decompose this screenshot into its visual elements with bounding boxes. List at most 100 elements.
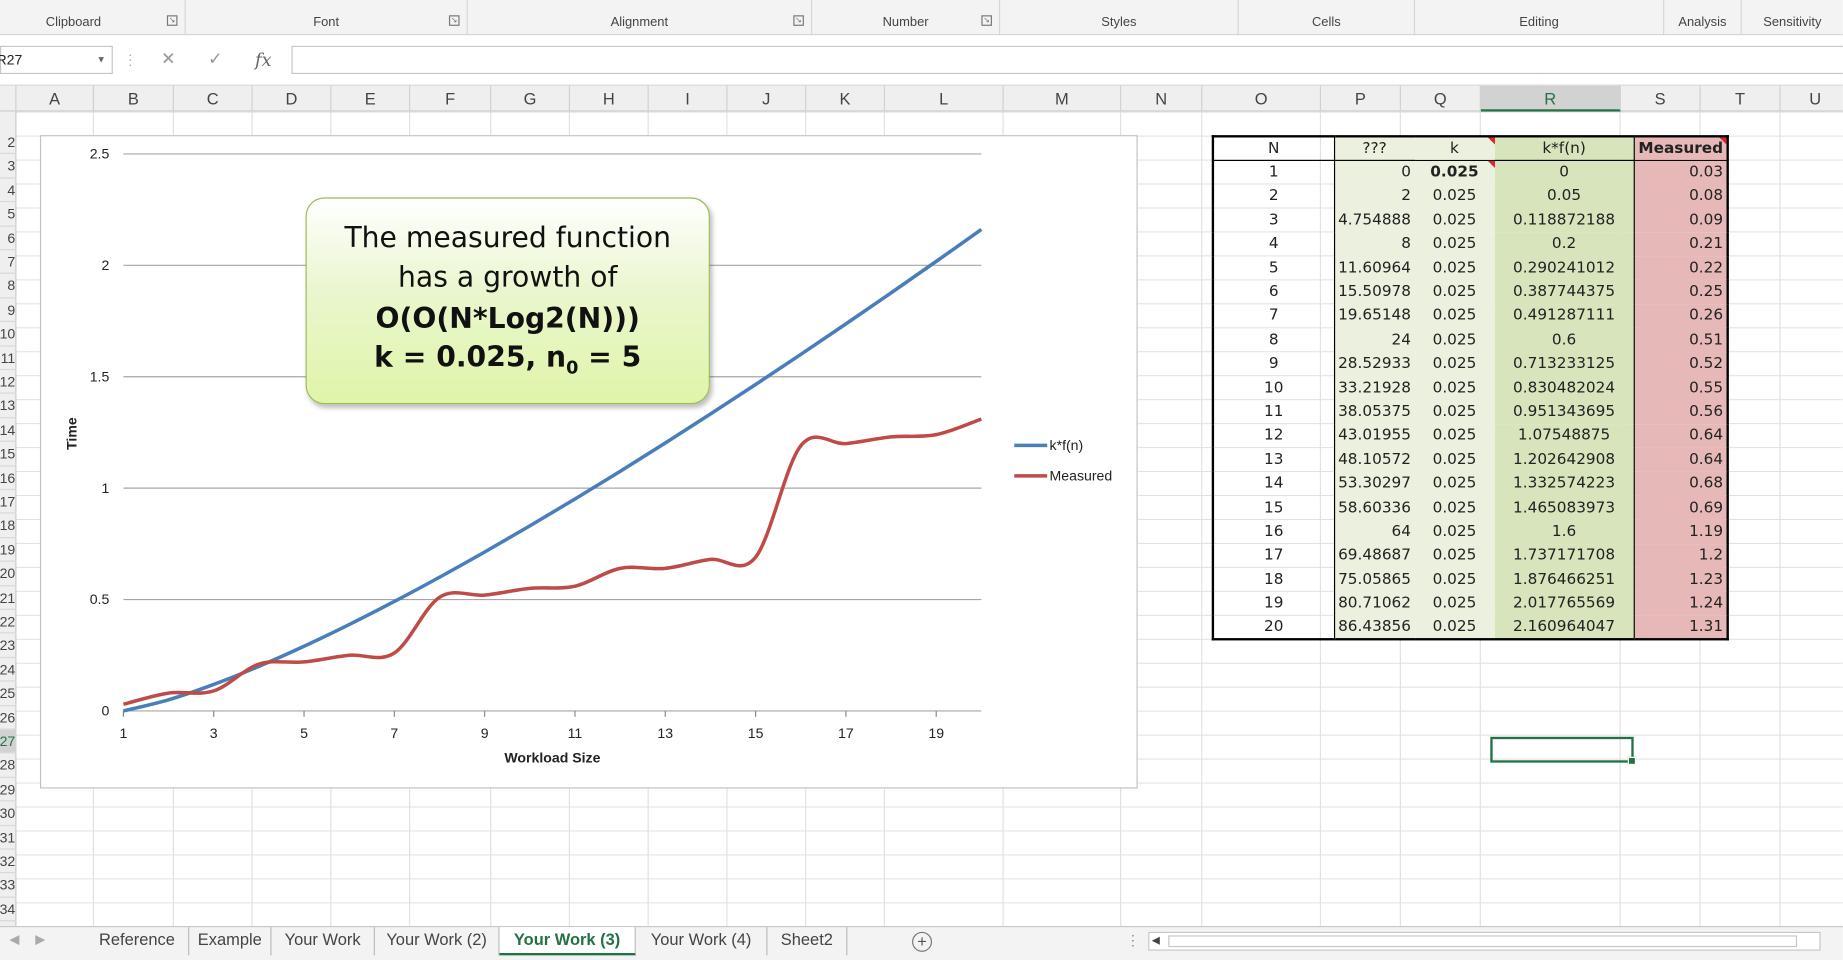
table-cell[interactable]: 1.23 — [1634, 567, 1729, 592]
row-header-20[interactable]: 20 — [0, 562, 17, 586]
table-cell[interactable]: 0.51 — [1634, 327, 1729, 352]
column-header-K[interactable]: K — [806, 85, 886, 112]
ribbon-group-analysis[interactable]: Analysis — [1664, 0, 1742, 36]
row-header-10[interactable]: 10 — [0, 322, 17, 347]
table-cell[interactable]: 1.31 — [1634, 615, 1729, 641]
table-cell[interactable]: 43.01955 — [1333, 423, 1415, 448]
sheet-tab[interactable]: Your Work (4) — [636, 927, 768, 956]
table-cell[interactable]: 0.491287111 — [1494, 304, 1635, 328]
column-header-A[interactable]: A — [16, 85, 95, 112]
column-header-R[interactable]: R — [1480, 85, 1621, 112]
table-cell[interactable]: 69.48687 — [1333, 543, 1415, 568]
table-cell[interactable]: 0.025 — [1414, 256, 1495, 281]
row-header-33[interactable]: 33 — [0, 874, 17, 898]
ribbon-group-sensitivity[interactable]: Sensitivity — [1742, 0, 1843, 35]
table-cell[interactable]: 1 — [1211, 160, 1334, 185]
table-cell[interactable]: 0.025 — [1414, 280, 1495, 305]
table-cell[interactable]: 15 — [1211, 495, 1334, 520]
select-all-corner[interactable] — [0, 85, 17, 112]
table-cell[interactable]: 0.25 — [1634, 280, 1729, 305]
table-cell[interactable]: 33.21928 — [1333, 375, 1415, 400]
table-cell[interactable]: 9 — [1211, 351, 1334, 376]
more-options-icon[interactable]: ⋮ — [123, 51, 138, 69]
dialog-launcher-icon[interactable]: ↘ — [793, 15, 804, 26]
name-box[interactable]: R27 ▼ — [0, 45, 113, 75]
table-cell[interactable]: 12 — [1211, 423, 1334, 448]
table-cell[interactable]: 16 — [1211, 519, 1334, 544]
ribbon-group-styles[interactable]: Styles — [1000, 0, 1239, 36]
table-cell[interactable]: 1.737171708 — [1494, 543, 1635, 568]
table-cell[interactable]: 80.71062 — [1333, 591, 1415, 616]
column-header-T[interactable]: T — [1701, 85, 1781, 112]
table-header-cell[interactable]: k — [1414, 135, 1495, 161]
column-header-J[interactable]: J — [728, 85, 807, 112]
row-header-19[interactable]: 19 — [0, 538, 17, 562]
table-cell[interactable]: 0.6 — [1494, 327, 1635, 352]
table-cell[interactable]: 0.025 — [1414, 375, 1495, 400]
table-cell[interactable]: 2 — [1333, 184, 1415, 209]
ribbon-group-clipboard[interactable]: Clipboard ↘ — [0, 0, 186, 36]
table-cell[interactable]: 0.025 — [1414, 519, 1495, 544]
column-header-E[interactable]: E — [331, 85, 411, 112]
dialog-launcher-icon[interactable]: ↘ — [448, 15, 460, 26]
table-cell[interactable]: 0.290241012 — [1494, 256, 1635, 281]
column-header-G[interactable]: G — [491, 85, 571, 112]
table-header-cell[interactable]: k*f(n) — [1494, 135, 1635, 161]
column-header-O[interactable]: O — [1202, 85, 1322, 112]
row-header-6[interactable]: 6 — [0, 226, 17, 251]
table-cell[interactable]: 48.10572 — [1333, 447, 1415, 472]
table-cell[interactable]: 1.2 — [1634, 543, 1729, 568]
split-handle-icon[interactable]: ⋮ — [1125, 931, 1141, 949]
table-cell[interactable]: 0.025 — [1414, 208, 1495, 233]
column-header-U[interactable]: U — [1781, 86, 1843, 112]
table-cell[interactable]: 0.025 — [1414, 447, 1495, 472]
table-cell[interactable]: 0.025 — [1414, 495, 1495, 520]
insert-function-icon[interactable]: fx — [255, 49, 272, 71]
row-header-12[interactable]: 12 — [0, 370, 17, 395]
table-cell[interactable]: 0.713233125 — [1494, 351, 1635, 376]
tab-scroll-left-icon[interactable]: ◀ — [9, 933, 20, 948]
table-cell[interactable]: 17 — [1211, 543, 1334, 568]
row-header-32[interactable]: 32 — [0, 850, 17, 874]
table-cell[interactable]: 0.52 — [1634, 351, 1729, 376]
table-cell[interactable]: 13 — [1211, 447, 1334, 472]
table-cell[interactable]: 24 — [1333, 327, 1415, 352]
table-cell[interactable]: 0.387744375 — [1494, 280, 1635, 305]
row-header-29[interactable]: 29 — [0, 778, 17, 802]
table-header-cell[interactable]: ??? — [1333, 135, 1415, 161]
table-cell[interactable]: 0.69 — [1634, 495, 1729, 520]
add-sheet-icon[interactable]: + — [912, 931, 933, 952]
enter-icon[interactable]: ✓ — [208, 49, 223, 70]
table-cell[interactable]: 0.118872188 — [1494, 208, 1635, 233]
row-header-7[interactable]: 7 — [0, 250, 17, 275]
column-header-P[interactable]: P — [1321, 85, 1401, 112]
table-cell[interactable]: 28.52933 — [1333, 351, 1415, 376]
column-header-Q[interactable]: Q — [1401, 85, 1481, 112]
column-header-D[interactable]: D — [253, 85, 332, 112]
table-cell[interactable]: 7 — [1211, 304, 1334, 328]
column-header-S[interactable]: S — [1621, 85, 1701, 112]
table-cell[interactable]: 0.025 — [1414, 304, 1495, 328]
table-cell[interactable]: 38.05375 — [1333, 399, 1415, 424]
ribbon-group-editing[interactable]: Editing — [1415, 0, 1665, 36]
table-cell[interactable]: 0.21 — [1634, 232, 1729, 257]
row-header-21[interactable]: 21 — [0, 586, 17, 610]
horizontal-scrollbar[interactable]: ◀ — [1148, 931, 1821, 951]
table-cell[interactable]: 0.08 — [1634, 184, 1729, 209]
table-cell[interactable]: 0.025 — [1414, 615, 1495, 641]
row-header-11[interactable]: 11 — [0, 346, 17, 371]
column-header-N[interactable]: N — [1121, 85, 1203, 112]
row-header-8[interactable]: 8 — [0, 274, 17, 299]
table-cell[interactable]: 14 — [1211, 471, 1334, 496]
scroll-left-icon[interactable]: ◀ — [1151, 934, 1160, 946]
table-cell[interactable]: 8 — [1211, 327, 1334, 352]
table-cell[interactable]: 0.951343695 — [1494, 399, 1635, 424]
table-cell[interactable]: 75.05865 — [1333, 567, 1415, 592]
table-cell[interactable]: 0.26 — [1634, 304, 1729, 328]
table-cell[interactable]: 19.65148 — [1333, 304, 1415, 328]
row-header-3[interactable]: 3 — [0, 154, 17, 179]
column-header-I[interactable]: I — [649, 85, 728, 112]
table-cell[interactable]: 11.60964 — [1333, 256, 1415, 281]
table-cell[interactable]: 0.55 — [1634, 375, 1729, 400]
cancel-icon[interactable]: ✕ — [161, 49, 176, 70]
